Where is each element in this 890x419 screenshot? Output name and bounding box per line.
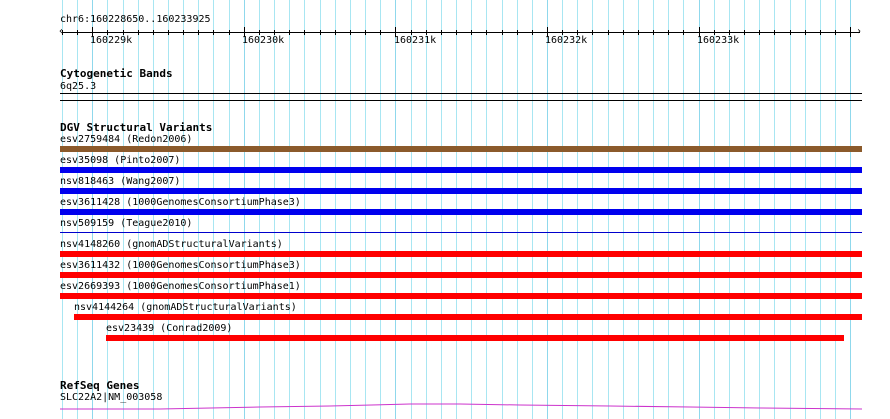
ruler-minor-tick	[668, 30, 669, 35]
variant-bar[interactable]	[106, 335, 844, 341]
ruler-minor-tick	[729, 30, 730, 35]
cytoband-label: 6q25.3	[60, 81, 97, 92]
variant-label: esv23439 (Conrad2009)	[106, 323, 233, 334]
gene-label: SLC22A2|NM_003058	[60, 392, 163, 403]
variant-bar[interactable]	[60, 209, 862, 215]
variant-bar[interactable]	[74, 314, 862, 320]
variant-label: esv2669393 (1000GenomesConsortiumPhase1)	[60, 281, 301, 292]
ruler-minor-tick	[486, 30, 487, 35]
track-title: Cytogenetic Bands	[60, 67, 173, 80]
ruler-minor-tick	[320, 30, 321, 35]
ruler-label: 160232k	[545, 35, 588, 46]
variant-label: esv3611428 (1000GenomesConsortiumPhase3)	[60, 197, 301, 208]
ruler-left-arrow-icon: ‹	[58, 26, 65, 37]
ruler-minor-tick	[683, 30, 684, 35]
ruler-minor-tick	[304, 30, 305, 35]
variant-bar[interactable]	[60, 251, 862, 257]
ruler-minor-tick	[229, 30, 230, 35]
ruler-minor-tick	[562, 30, 563, 35]
ruler-minor-tick	[123, 30, 124, 35]
ruler-minor-tick	[350, 30, 351, 35]
ruler-label: 160233k	[697, 35, 740, 46]
ruler-minor-tick	[774, 30, 775, 35]
ruler-major-tick	[92, 27, 93, 37]
ruler-right-arrow-icon: ›	[856, 26, 863, 37]
ruler-minor-tick	[62, 30, 63, 35]
ruler-minor-tick	[426, 30, 427, 35]
track-title: DGV Structural Variants	[60, 121, 213, 134]
ruler-label: 160231k	[394, 35, 437, 46]
ruler-major-tick	[395, 27, 396, 37]
ruler-minor-tick	[835, 30, 836, 35]
ruler-minor-tick	[577, 30, 578, 35]
ruler-minor-tick	[198, 30, 199, 35]
variant-label: nsv509159 (Teague2010)	[60, 218, 193, 229]
ruler-minor-tick	[805, 30, 806, 35]
variant-bar[interactable]	[60, 146, 862, 152]
variant-bar[interactable]	[60, 232, 862, 233]
ruler-minor-tick	[183, 30, 184, 35]
track-title: RefSeq Genes	[60, 379, 140, 392]
ruler-minor-tick	[517, 30, 518, 35]
ruler-minor-tick	[153, 30, 154, 35]
ruler-minor-tick	[820, 30, 821, 35]
ruler-major-tick	[850, 27, 851, 37]
ruler-minor-tick	[623, 30, 624, 35]
ruler-minor-tick	[714, 30, 715, 35]
ruler-minor-tick	[77, 30, 78, 35]
ruler-minor-tick	[759, 30, 760, 35]
ruler-axis	[62, 32, 860, 33]
cytoband-outline-top	[60, 93, 862, 94]
ruler-major-tick	[699, 27, 700, 37]
variant-label: esv35098 (Pinto2007)	[60, 155, 181, 166]
variant-bar[interactable]	[60, 188, 862, 194]
ruler-minor-tick	[411, 30, 412, 35]
ruler-minor-tick	[471, 30, 472, 35]
ruler-minor-tick	[608, 30, 609, 35]
ruler-label: 160230k	[242, 35, 285, 46]
ruler-minor-tick	[274, 30, 275, 35]
ruler-minor-tick	[380, 30, 381, 35]
ruler-minor-tick	[532, 30, 533, 35]
ruler-minor-tick	[441, 30, 442, 35]
ruler-major-tick	[547, 27, 548, 37]
ruler-minor-tick	[259, 30, 260, 35]
ruler-minor-tick	[790, 30, 791, 35]
ruler-minor-tick	[502, 30, 503, 35]
variant-bar[interactable]	[60, 167, 862, 173]
ruler-minor-tick	[456, 30, 457, 35]
cytoband-outline-bottom	[60, 100, 862, 101]
ruler-minor-tick	[289, 30, 290, 35]
variant-bar[interactable]	[60, 293, 862, 299]
ruler-major-tick	[244, 27, 245, 37]
ruler-minor-tick	[592, 30, 593, 35]
ruler-label: 160229k	[90, 35, 133, 46]
ruler-minor-tick	[138, 30, 139, 35]
ruler-minor-tick	[168, 30, 169, 35]
variant-label: nsv4144264 (gnomADStructuralVariants)	[74, 302, 297, 313]
ruler-minor-tick	[744, 30, 745, 35]
variant-label: esv3611432 (1000GenomesConsortiumPhase3)	[60, 260, 301, 271]
variant-label: nsv818463 (Wang2007)	[60, 176, 181, 187]
variant-label: esv2759484 (Redon2006)	[60, 134, 193, 145]
ruler-minor-tick	[365, 30, 366, 35]
ruler-minor-tick	[335, 30, 336, 35]
ruler-location: chr6:160228650..160233925	[60, 14, 211, 25]
ruler-minor-tick	[213, 30, 214, 35]
ruler-minor-tick	[638, 30, 639, 35]
ruler-minor-tick	[107, 30, 108, 35]
variant-bar[interactable]	[60, 272, 862, 278]
variant-label: nsv4148260 (gnomADStructuralVariants)	[60, 239, 283, 250]
ruler-minor-tick	[653, 30, 654, 35]
